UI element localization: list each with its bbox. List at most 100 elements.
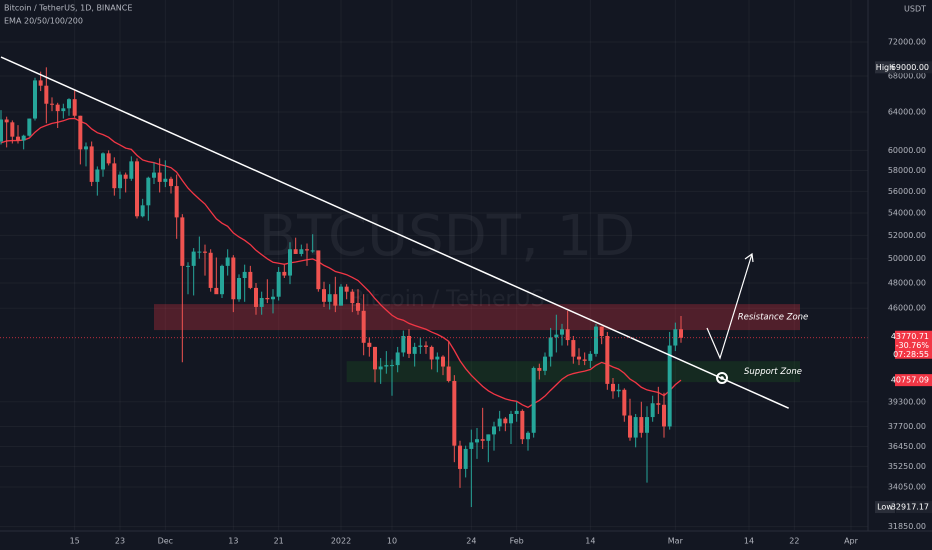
candle-body — [276, 271, 281, 297]
candle-body — [537, 367, 542, 371]
marker-value-tag — [896, 501, 932, 514]
candle-body — [480, 439, 485, 441]
candle-body — [435, 356, 440, 360]
ema-tag-value: 40757.09 — [891, 376, 929, 385]
candle-body — [384, 365, 389, 367]
zone-label: Resistance Zone — [738, 313, 809, 323]
marker-label: Low — [877, 503, 893, 512]
ema-line — [0, 117, 682, 409]
candle-body — [633, 417, 638, 438]
candle-body — [554, 334, 559, 338]
candle-body — [191, 251, 196, 266]
x-tick-label: Dec — [158, 537, 173, 546]
candle-body — [271, 296, 275, 300]
y-tick-label: 58000.00 — [888, 166, 926, 175]
x-tick-label: Mar — [668, 537, 684, 546]
candle-body — [84, 146, 88, 150]
ema-tag — [895, 374, 932, 387]
candle-body — [531, 367, 536, 433]
candle-body — [645, 417, 649, 433]
candle-body — [237, 278, 241, 300]
candle-body — [4, 119, 9, 123]
x-tick-label: 15 — [70, 537, 80, 546]
candle-body — [486, 434, 491, 441]
candle-body — [401, 335, 406, 353]
candle-body — [639, 417, 644, 433]
candle-body — [101, 153, 105, 170]
candle-body — [288, 249, 292, 276]
candle-body — [27, 118, 32, 136]
trendline — [0, 56, 789, 409]
candle-body — [650, 403, 655, 418]
candle-body — [616, 389, 621, 392]
candle-body — [378, 366, 383, 370]
y-tick-label: 56000.00 — [888, 187, 926, 196]
candle-body — [441, 356, 445, 367]
candle-body — [282, 271, 287, 276]
x-tick-label: 23 — [115, 537, 125, 546]
candle-body — [186, 265, 190, 267]
zones — [154, 304, 800, 383]
x-tick-label: 22 — [789, 537, 799, 546]
candle-body — [33, 80, 37, 119]
last-price-change: -30.76% — [896, 341, 930, 350]
candle-body — [367, 342, 372, 347]
candle-body — [446, 366, 451, 381]
candle-body — [582, 359, 587, 361]
candle-body — [622, 389, 627, 416]
marker-value: 69000.00 — [891, 63, 929, 72]
y-tick-label: 36450.00 — [888, 442, 926, 451]
candle-body — [543, 356, 547, 371]
marker-label: High — [876, 63, 894, 72]
candle-body — [548, 337, 553, 357]
candle-body — [509, 413, 513, 424]
arrow-head — [744, 252, 754, 263]
candle-body — [356, 303, 360, 311]
candle-body — [180, 217, 185, 266]
candle-body — [225, 257, 230, 266]
x-tick-label: Apr — [844, 537, 859, 546]
candle-body — [0, 119, 3, 142]
candle-body — [503, 418, 508, 424]
candle-body — [44, 85, 49, 104]
candle-body — [112, 163, 117, 189]
candle-body — [16, 136, 20, 141]
last-price-value: 43770.71 — [891, 332, 929, 341]
candle-body — [588, 353, 593, 361]
candle-body — [146, 177, 151, 206]
candle-body — [599, 326, 604, 336]
x-tick-label: 14 — [744, 537, 754, 546]
y-tick-label: 54000.00 — [888, 208, 926, 217]
x-tick-label: 2022 — [331, 537, 351, 546]
y-tick-label: 60000.00 — [888, 146, 926, 155]
marker-tag — [875, 61, 895, 74]
candle-body — [458, 445, 462, 469]
candle-body — [577, 356, 581, 360]
arrow-path — [706, 253, 753, 360]
candle-body — [129, 161, 134, 179]
y-tick-label: 72000.00 — [888, 38, 926, 47]
candle-body — [208, 252, 213, 288]
candle-body — [679, 329, 683, 338]
axes: 72000.00 68000.00 64000.00 60000.00 58000.00… — [70, 38, 932, 546]
candle-body — [157, 172, 162, 182]
candle-body — [299, 249, 304, 254]
candle-body — [452, 380, 457, 446]
candle-body — [21, 135, 26, 141]
last-price-countdown: 07:28:55 — [893, 350, 929, 359]
candle-body — [152, 172, 156, 178]
candle-body — [605, 335, 610, 384]
candle-body — [662, 404, 666, 427]
candle-body — [412, 346, 417, 354]
candle-body — [259, 297, 264, 307]
candle-body — [560, 329, 564, 335]
candle-body — [118, 174, 122, 189]
candle-body — [310, 250, 315, 252]
candle-body — [135, 161, 139, 217]
candle-body — [492, 426, 496, 435]
x-tick-label: 13 — [228, 537, 238, 546]
candle-body — [333, 294, 338, 306]
candle-body — [344, 286, 349, 292]
candle-body — [50, 103, 54, 105]
